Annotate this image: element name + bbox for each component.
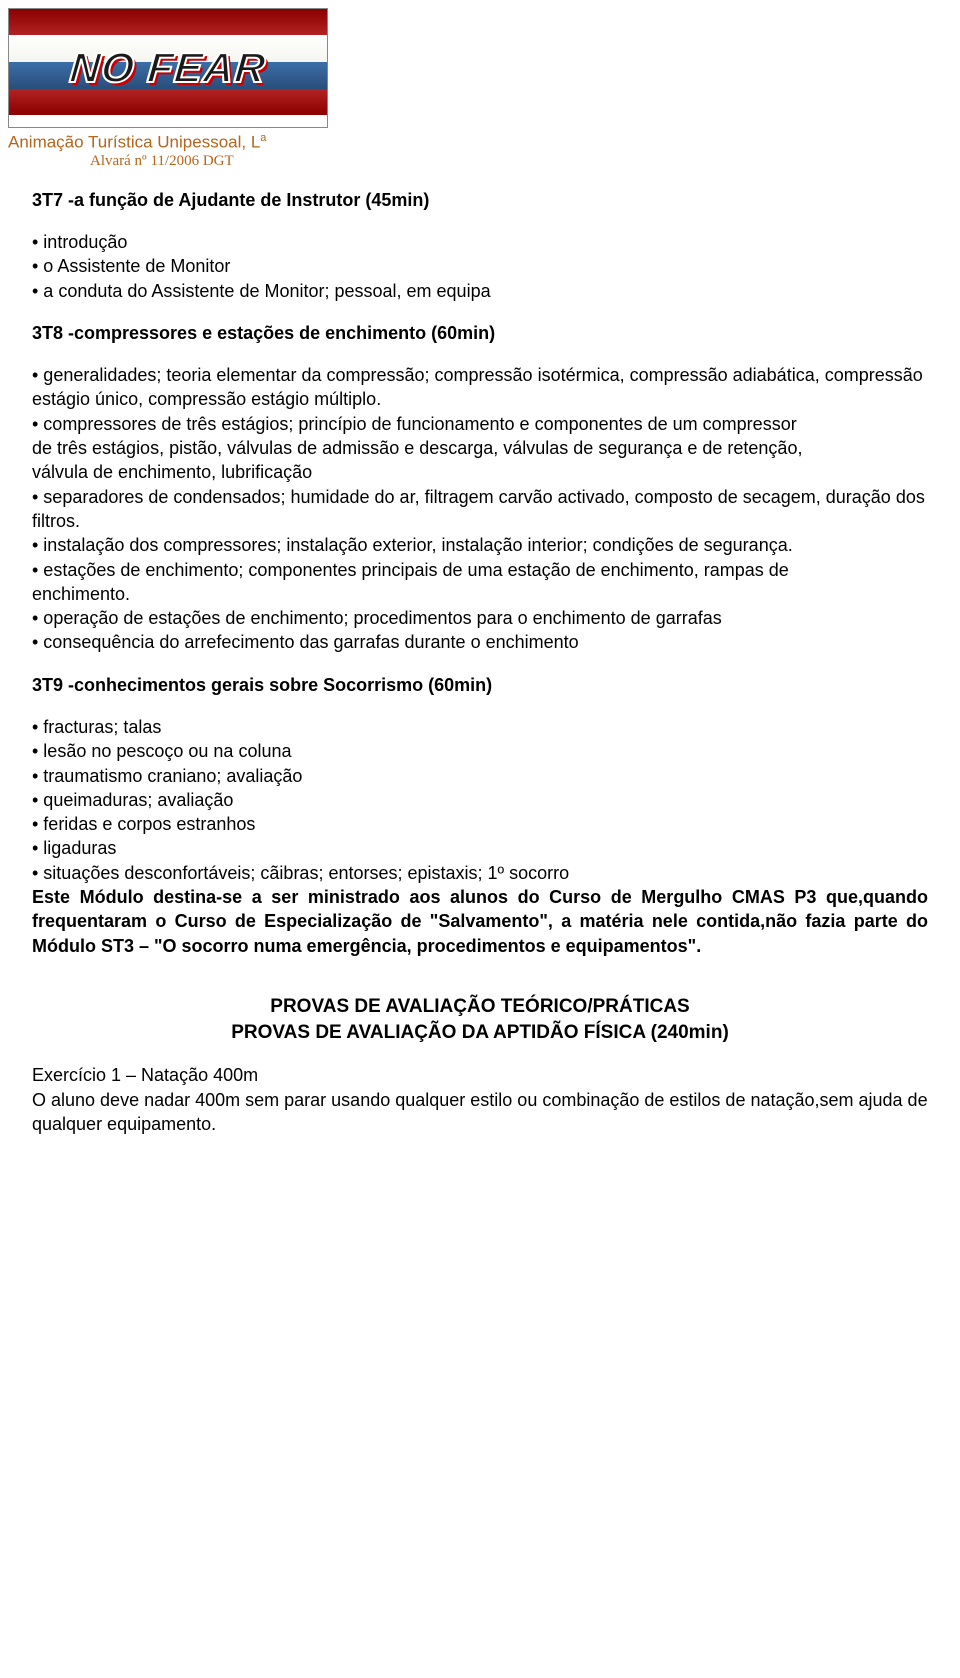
list-item: • compressores de três estágios; princíp… <box>32 412 928 436</box>
list-item: • situações desconfortáveis; cãibras; en… <box>32 861 928 885</box>
eval-line2: PROVAS DE AVALIAÇÃO DA APTIDÃO FÍSICA (2… <box>32 1020 928 1046</box>
list-item: • separadores de condensados; humidade d… <box>32 485 928 534</box>
exercise-1-body: O aluno deve nadar 400m sem parar usando… <box>32 1088 928 1137</box>
company-name-text: Animação Turística Unipessoal, L <box>8 133 260 152</box>
list-item: • o Assistente de Monitor <box>32 254 928 278</box>
logo-text: NO FEAR <box>68 44 268 92</box>
company-name-sup: a <box>260 132 266 144</box>
list-item: • traumatismo craniano; avaliação <box>32 764 928 788</box>
section-3t8-title: 3T8 -compressores e estações de enchimen… <box>32 321 928 345</box>
list-item: • introdução <box>32 230 928 254</box>
list-item: • estações de enchimento; componentes pr… <box>32 558 928 582</box>
list-item: • consequência do arrefecimento das garr… <box>32 630 928 654</box>
list-item: • ligaduras <box>32 836 928 860</box>
list-item: • queimaduras; avaliação <box>32 788 928 812</box>
eval-heading: PROVAS DE AVALIAÇÃO TEÓRICO/PRÁTICAS PRO… <box>32 994 928 1045</box>
list-item: • fracturas; talas <box>32 715 928 739</box>
list-item: • instalação dos compressores; instalaçã… <box>32 533 928 557</box>
alvara-text: Alvará nº 11/2006 DGT <box>90 153 960 170</box>
list-item: • generalidades; teoria elementar da com… <box>32 363 928 412</box>
eval-line1: PROVAS DE AVALIAÇÃO TEÓRICO/PRÁTICAS <box>32 994 928 1020</box>
list-item: • operação de estações de enchimento; pr… <box>32 606 928 630</box>
list-item: • lesão no pescoço ou na coluna <box>32 739 928 763</box>
exercise-1-title: Exercício 1 – Natação 400m <box>32 1063 928 1087</box>
list-item: • a conduta do Assistente de Monitor; pe… <box>32 279 928 303</box>
company-name: Animação Turística Unipessoal, La <box>8 132 960 153</box>
list-item: de três estágios, pistão, válvulas de ad… <box>32 436 928 460</box>
list-item: válvula de enchimento, lubrificação <box>32 460 928 484</box>
section-3t7-list: • introdução • o Assistente de Monitor •… <box>32 230 928 303</box>
list-item: enchimento. <box>32 582 928 606</box>
section-3t9-list: • fracturas; talas • lesão no pescoço ou… <box>32 715 928 885</box>
section-3t9-note: Este Módulo destina-se a ser ministrado … <box>32 885 928 958</box>
section-3t9-title: 3T9 -conhecimentos gerais sobre Socorris… <box>32 673 928 697</box>
list-item: • feridas e corpos estranhos <box>32 812 928 836</box>
document-body: 3T7 -a função de Ajudante de Instrutor (… <box>0 188 960 1176</box>
logo-banner: NO FEAR <box>8 8 328 128</box>
section-3t7-title: 3T7 -a função de Ajudante de Instrutor (… <box>32 188 928 212</box>
section-3t8-list: • generalidades; teoria elementar da com… <box>32 363 928 655</box>
